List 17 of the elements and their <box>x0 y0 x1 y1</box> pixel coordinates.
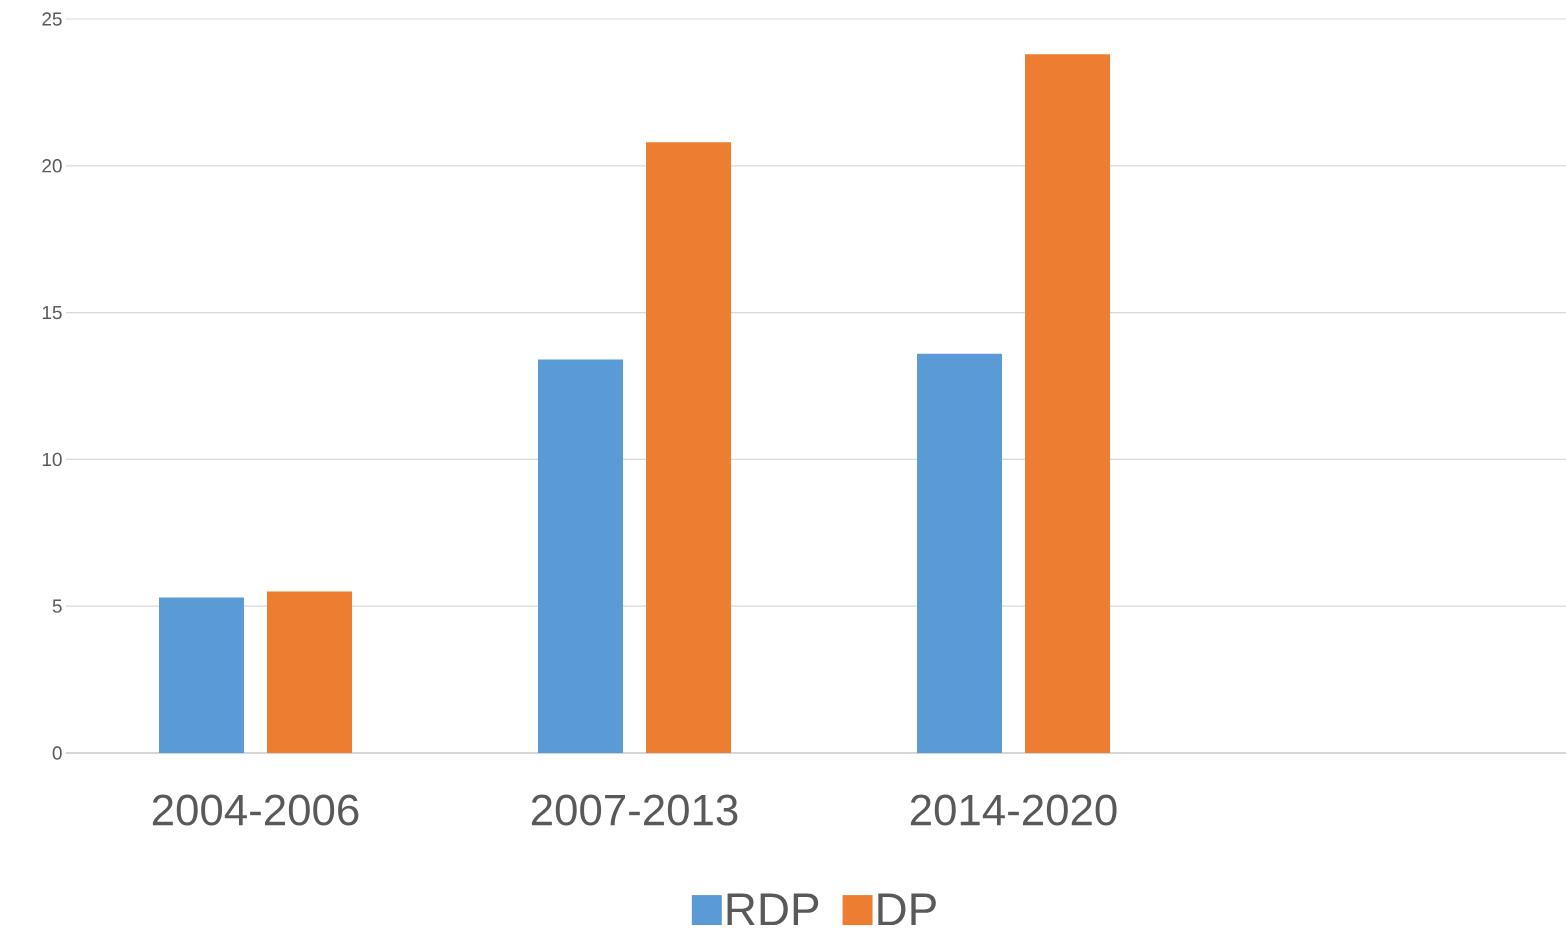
legend-label: DP <box>878 893 936 926</box>
x-tick-label: 2007-2013 <box>531 794 738 826</box>
y-tick-label: 15 <box>42 305 62 320</box>
legend-label: RDP <box>727 893 819 926</box>
y-tick-label: 10 <box>42 452 62 467</box>
y-tick-label: 5 <box>52 599 62 613</box>
bar <box>646 142 732 753</box>
bar <box>1025 54 1111 753</box>
bar <box>267 591 353 753</box>
x-tick-label: 2004-2006 <box>152 794 359 826</box>
x-tick-label: 2014-2020 <box>910 794 1117 826</box>
y-tick-label: 25 <box>42 12 62 26</box>
bar <box>917 353 1003 753</box>
y-tick-label: 20 <box>42 159 62 173</box>
bar <box>159 597 244 753</box>
bar <box>538 359 624 753</box>
y-tick-label: 0 <box>52 746 62 760</box>
